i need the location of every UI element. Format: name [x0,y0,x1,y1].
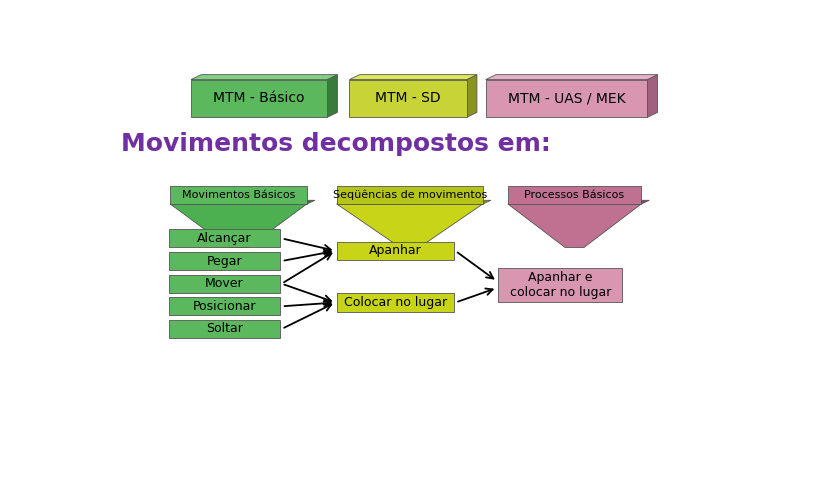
Polygon shape [337,204,483,247]
Text: Posicionar: Posicionar [192,300,256,313]
FancyBboxPatch shape [498,268,622,302]
FancyBboxPatch shape [169,229,280,247]
FancyBboxPatch shape [169,297,280,316]
FancyBboxPatch shape [508,186,641,204]
Polygon shape [648,74,658,117]
FancyBboxPatch shape [337,294,454,312]
FancyBboxPatch shape [337,242,454,260]
Text: Alcançar: Alcançar [197,232,252,245]
Polygon shape [327,74,338,117]
Polygon shape [486,74,658,79]
Polygon shape [349,74,477,79]
Text: MTM - UAS / MEK: MTM - UAS / MEK [508,92,626,105]
FancyBboxPatch shape [170,186,307,204]
Text: Colocar no lugar: Colocar no lugar [344,296,447,309]
Polygon shape [170,200,315,204]
Text: MTM - Básico: MTM - Básico [213,92,305,105]
Polygon shape [191,74,338,79]
Text: Apanhar: Apanhar [369,245,422,257]
Text: MTM - SD: MTM - SD [375,92,441,105]
FancyBboxPatch shape [337,186,483,204]
Polygon shape [508,204,641,247]
Text: Processos Básicos: Processos Básicos [524,190,625,200]
Text: Movimentos decompostos em:: Movimentos decompostos em: [121,132,551,156]
FancyBboxPatch shape [486,79,648,117]
Text: Mover: Mover [205,277,244,290]
Text: Pegar: Pegar [206,254,242,268]
Text: Apanhar e
colocar no lugar: Apanhar e colocar no lugar [510,271,611,299]
FancyBboxPatch shape [349,79,467,117]
FancyBboxPatch shape [169,252,280,270]
FancyBboxPatch shape [191,79,327,117]
Polygon shape [508,200,649,204]
Polygon shape [337,200,491,204]
FancyBboxPatch shape [169,320,280,338]
Polygon shape [467,74,477,117]
Text: Soltar: Soltar [206,322,243,336]
FancyBboxPatch shape [169,274,280,293]
Text: Seqüências de movimentos: Seqüências de movimentos [333,190,487,200]
Text: Movimentos Básicos: Movimentos Básicos [182,190,295,200]
Polygon shape [170,204,307,247]
